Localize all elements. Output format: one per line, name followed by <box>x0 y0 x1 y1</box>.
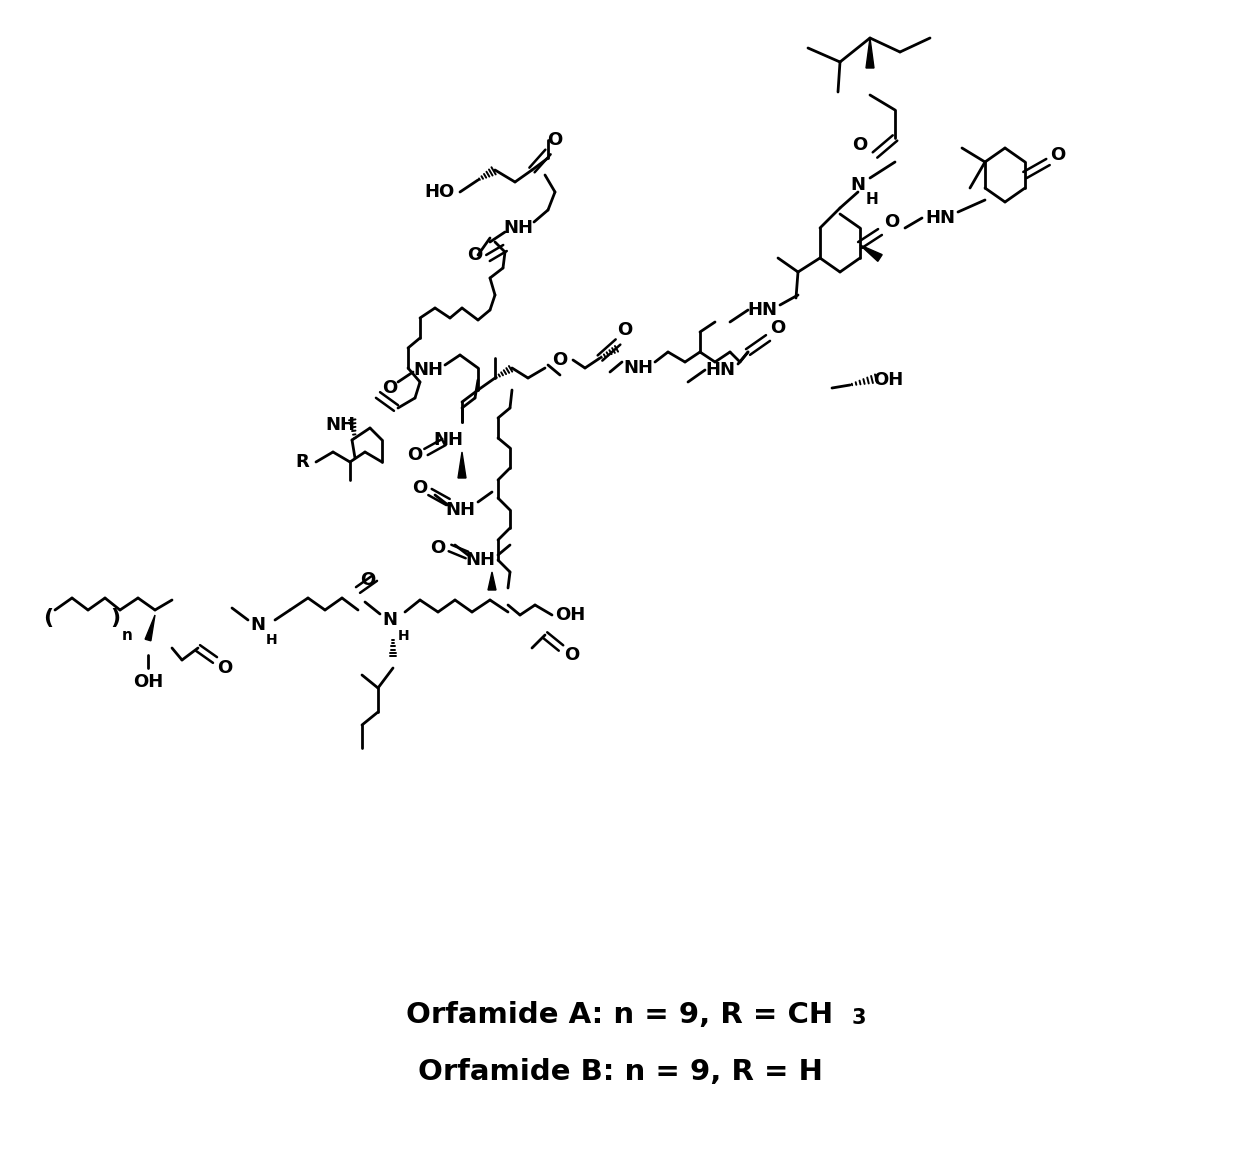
Text: NH: NH <box>622 359 653 377</box>
Polygon shape <box>861 245 882 262</box>
Text: HO: HO <box>425 183 455 201</box>
Text: O: O <box>884 212 900 231</box>
Text: ): ) <box>110 608 120 628</box>
Text: OH: OH <box>873 371 903 389</box>
Text: NH: NH <box>433 431 463 448</box>
Text: 3: 3 <box>852 1008 867 1028</box>
Text: HN: HN <box>746 301 777 319</box>
Text: O: O <box>564 646 579 664</box>
Text: NH: NH <box>325 416 355 434</box>
Text: O: O <box>1050 146 1065 164</box>
Text: O: O <box>467 247 482 264</box>
Text: O: O <box>361 571 376 589</box>
Text: NH: NH <box>503 220 533 237</box>
Polygon shape <box>489 572 496 591</box>
Text: O: O <box>552 351 568 369</box>
Text: N: N <box>382 610 398 629</box>
Text: HN: HN <box>706 360 735 379</box>
Text: O: O <box>217 659 233 677</box>
Text: O: O <box>382 379 398 397</box>
Text: Orfamide B: n = 9, R = H: Orfamide B: n = 9, R = H <box>418 1058 822 1086</box>
Text: OH: OH <box>133 673 164 691</box>
Text: O: O <box>852 136 868 154</box>
Polygon shape <box>866 38 874 68</box>
Text: n: n <box>122 627 133 642</box>
Text: H: H <box>398 629 409 643</box>
Text: O: O <box>430 539 445 556</box>
Text: OH: OH <box>554 606 585 625</box>
Text: O: O <box>408 446 423 464</box>
Text: N: N <box>851 176 866 194</box>
Text: NH: NH <box>465 551 495 569</box>
Text: HN: HN <box>925 209 955 227</box>
Text: NH: NH <box>413 360 443 379</box>
Text: O: O <box>770 319 786 337</box>
Text: Orfamide A: n = 9, R = CH: Orfamide A: n = 9, R = CH <box>407 1001 833 1028</box>
Text: (: ( <box>43 608 53 628</box>
Text: H: H <box>866 193 878 208</box>
Text: N: N <box>250 616 265 634</box>
Text: O: O <box>618 321 632 339</box>
Polygon shape <box>145 615 155 641</box>
Polygon shape <box>458 452 466 478</box>
Text: H: H <box>267 633 278 647</box>
Text: R: R <box>295 453 309 471</box>
Text: O: O <box>413 479 428 497</box>
Text: O: O <box>547 131 563 149</box>
Text: NH: NH <box>445 501 475 519</box>
